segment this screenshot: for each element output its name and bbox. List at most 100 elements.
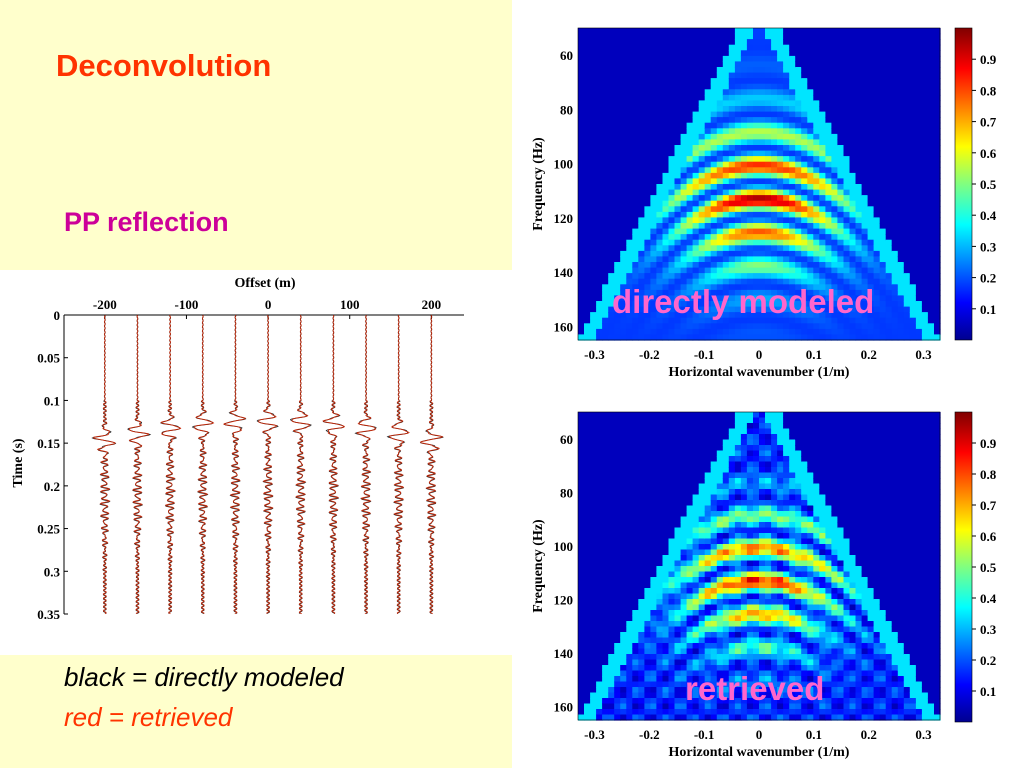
fk-cell [650, 681, 657, 688]
fk-cell [849, 239, 857, 246]
fk-cell [638, 245, 645, 252]
fk-cell [765, 33, 772, 40]
fk-cell [596, 44, 603, 51]
fk-cell [753, 273, 760, 280]
fk-cell [897, 189, 905, 196]
fk-cell [626, 284, 633, 291]
fk-cell [620, 172, 627, 180]
fk-cell [692, 423, 700, 430]
fk-cell [704, 527, 712, 534]
fk-cell [722, 295, 730, 302]
fk-cell [927, 245, 935, 252]
fk-cell [897, 328, 905, 336]
fk-cell [644, 55, 651, 63]
fk-cell [728, 412, 736, 419]
fk-cell [873, 72, 881, 79]
fk-cell [620, 295, 627, 302]
fk-cell [656, 648, 663, 655]
fk-cell [801, 161, 808, 168]
fk-cell [783, 317, 790, 324]
fk-cell [704, 615, 712, 622]
fk-cell [686, 139, 694, 146]
fk-cell [578, 599, 585, 606]
fk-cell [722, 582, 730, 589]
fk-cell [885, 106, 893, 113]
fk-cell [825, 262, 832, 269]
fk-cell [740, 100, 748, 107]
fk-cell [698, 681, 706, 688]
fk-cell [891, 172, 899, 180]
fk-cell [692, 139, 700, 146]
fk-cell [795, 239, 802, 246]
fk-cell [740, 150, 748, 157]
fk-cell [801, 106, 808, 113]
fk-cell [578, 67, 585, 74]
fk-cell [783, 301, 790, 308]
fk-cell [927, 323, 935, 330]
fk-cell [915, 306, 923, 313]
fk-cell [602, 505, 609, 512]
fk-cell [674, 172, 682, 180]
fk-cell [602, 312, 609, 319]
fk-cell [849, 228, 857, 235]
fk-cell [716, 133, 724, 141]
fk-cell [849, 133, 857, 141]
fk-cell [698, 267, 706, 274]
fk-cell [596, 439, 603, 446]
fk-cell [891, 306, 899, 313]
fk-colorbar-label: 0.4 [980, 208, 997, 223]
fk-cell [590, 434, 597, 441]
fk-cell [728, 456, 736, 463]
fk-cell [759, 106, 766, 113]
fk-cell [728, 61, 736, 68]
fk-cell [680, 489, 688, 496]
fk-cell [734, 44, 742, 51]
fk-cell [849, 50, 857, 57]
fk-cell [686, 604, 694, 611]
fk-cell [855, 122, 863, 129]
fk-cell [644, 301, 651, 308]
fk-cell [879, 323, 887, 330]
fk-cell [650, 478, 657, 485]
fk-cell [650, 273, 657, 280]
fk-cell [716, 709, 724, 716]
fk-cell [626, 256, 633, 263]
fk-cell [614, 665, 621, 672]
fk-cell [783, 44, 790, 51]
fk-cell [807, 100, 814, 107]
fk-cell [740, 289, 748, 297]
fk-cell [867, 301, 875, 308]
fk-cell [861, 301, 869, 308]
fk-cell [903, 223, 911, 230]
fk-cell [674, 83, 682, 90]
fk-cell [722, 306, 730, 313]
fk-cell [650, 39, 657, 46]
fk-cell [692, 289, 700, 297]
fk-cell [704, 150, 712, 157]
fk-cell [843, 72, 851, 79]
fk-cell [596, 312, 603, 319]
fk-cell [704, 178, 712, 185]
fk-cell [710, 472, 718, 479]
fk-cell [934, 78, 941, 85]
fk-cell [596, 133, 603, 141]
fk-cell [620, 44, 627, 51]
fk-cell [620, 714, 627, 721]
fk-cell [620, 111, 627, 118]
fk-cell [825, 195, 832, 202]
fk-cell [596, 665, 603, 672]
fk-cell [674, 239, 682, 246]
fk-cell [656, 643, 663, 650]
fk-cell [927, 200, 935, 207]
fk-cell [831, 278, 838, 285]
fk-cell [578, 478, 585, 485]
fk-cell [692, 566, 700, 573]
fk-cell [801, 301, 808, 308]
fk-cell [626, 172, 633, 180]
fk-cell [650, 145, 657, 152]
fk-cell [746, 189, 754, 196]
fk-cell [753, 206, 760, 213]
fk-cell [602, 489, 609, 496]
fk-cell [777, 161, 784, 168]
fk-cell [873, 278, 881, 285]
